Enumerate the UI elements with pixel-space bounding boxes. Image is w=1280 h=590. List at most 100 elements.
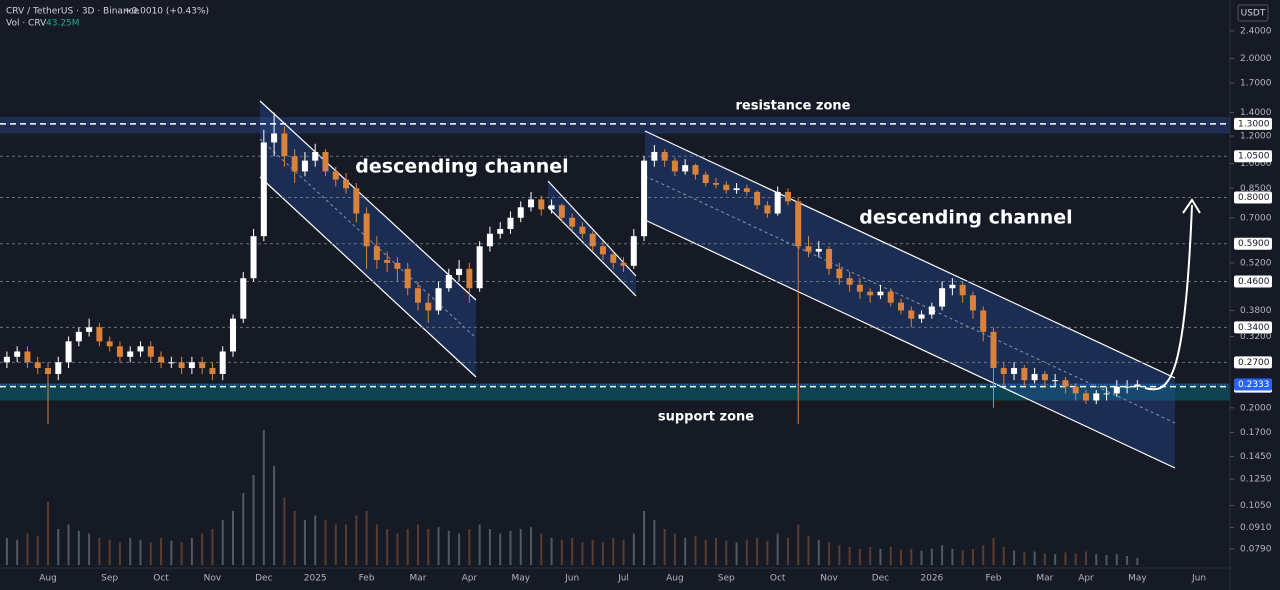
volume-bar <box>458 533 461 565</box>
volume-bar <box>262 430 265 565</box>
y-tick-label: 0.7000 <box>1240 213 1272 223</box>
y-tick-label: 1.4000 <box>1240 108 1272 118</box>
volume-bar <box>334 524 337 565</box>
candle-body <box>1113 386 1120 394</box>
volume-bar <box>47 502 50 565</box>
level-label: 0.4600 <box>1238 277 1270 287</box>
x-tick-label: Apr <box>462 574 478 584</box>
volume-bar <box>437 527 440 565</box>
volume-bar <box>190 538 193 565</box>
candle-body <box>75 331 82 342</box>
channel-line <box>547 206 637 297</box>
candle-body <box>219 351 226 374</box>
candle-body <box>322 151 329 172</box>
volume-bar <box>221 520 224 565</box>
channel-line <box>547 180 637 277</box>
volume-bar <box>36 536 39 565</box>
candle-body <box>928 306 935 315</box>
volume-bar <box>1115 554 1118 565</box>
level-label: 1.0500 <box>1238 152 1270 162</box>
candle-body <box>713 183 720 185</box>
y-tick-label: 0.0790 <box>1240 544 1272 554</box>
volume-bar <box>365 511 368 565</box>
candle-body <box>486 233 493 247</box>
y-tick-label: 0.1250 <box>1240 475 1272 485</box>
level-label: 0.2700 <box>1238 358 1270 368</box>
level-box <box>1234 150 1272 163</box>
volume-bar <box>1064 552 1067 565</box>
candle-body <box>517 207 524 218</box>
candle-body <box>301 160 308 172</box>
y-tick-label: 2.4000 <box>1240 26 1272 36</box>
candle-body <box>908 310 915 319</box>
volume-bar <box>982 545 985 565</box>
volume-bar <box>447 530 450 565</box>
candle-body <box>630 236 637 266</box>
level-label: 0.8000 <box>1238 193 1270 203</box>
candle-body <box>1031 373 1038 381</box>
volume-bar <box>715 538 718 565</box>
y-tick-label: 0.8500 <box>1240 184 1272 194</box>
candle-body <box>373 246 380 260</box>
candle-body <box>55 362 62 374</box>
candle-body <box>805 246 812 252</box>
candle-body <box>795 201 802 247</box>
volume-bar <box>1126 556 1129 565</box>
candle-body <box>949 284 956 289</box>
volume-bar <box>540 533 543 565</box>
volume-bar <box>180 542 183 565</box>
x-tick-label: Mar <box>409 574 426 584</box>
y-tick-label: 0.1700 <box>1240 428 1272 438</box>
channel-line <box>644 219 1176 469</box>
volume-bar <box>591 539 594 565</box>
x-tick-label: Nov <box>820 574 838 584</box>
candle-body <box>445 275 452 289</box>
candle-body <box>959 284 966 296</box>
x-tick-label: Dec <box>872 574 889 584</box>
volume-bar <box>5 538 8 565</box>
candle-body <box>3 356 10 363</box>
candle-body <box>86 327 93 332</box>
volume-bar <box>920 550 923 565</box>
candle-body <box>836 268 843 279</box>
candle-body <box>476 246 483 289</box>
volume-bar <box>509 530 512 565</box>
candle-body <box>34 362 41 369</box>
level-box <box>1234 237 1272 250</box>
y-tick-label: 2.0000 <box>1240 54 1272 64</box>
candle-body <box>939 288 946 307</box>
volume-bar <box>817 539 820 565</box>
candle-body <box>1041 373 1048 381</box>
candle-body <box>435 288 442 311</box>
candle-body <box>209 368 216 374</box>
candle-body <box>332 171 339 180</box>
candle-body <box>887 291 894 303</box>
candle-body <box>620 262 627 266</box>
candle-body <box>579 226 586 234</box>
candle-body <box>168 362 175 364</box>
candle-body <box>877 291 884 296</box>
candle-body <box>1134 384 1141 387</box>
volume-bar <box>725 540 728 565</box>
candle-body <box>199 362 206 369</box>
candle-body <box>743 188 750 192</box>
volume-bar <box>478 524 481 565</box>
volume-bar <box>129 538 132 565</box>
x-tick-label: 2025 <box>304 574 327 584</box>
x-tick-label: Apr <box>1078 574 1094 584</box>
candle-body <box>363 213 370 247</box>
level-box <box>1234 275 1272 288</box>
projection-arrow <box>1144 204 1193 391</box>
candle-body <box>312 151 319 161</box>
volume-bar <box>848 547 851 565</box>
volume-bar <box>673 533 676 565</box>
candle-body <box>918 314 925 319</box>
volume-bar <box>869 547 872 565</box>
level-box <box>1234 191 1272 204</box>
candle-body <box>188 362 195 369</box>
volume-bar <box>273 466 276 565</box>
volume-bar <box>242 493 245 565</box>
volume-bar <box>797 524 800 565</box>
volume-bar <box>1074 553 1077 565</box>
x-tick-label: Sep <box>101 574 118 584</box>
